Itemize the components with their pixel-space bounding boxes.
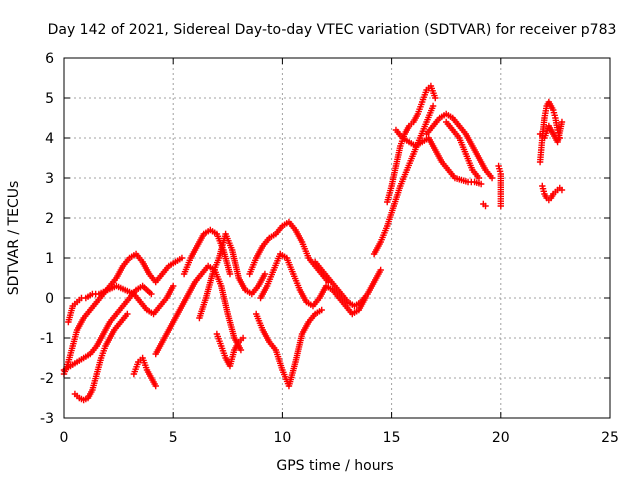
data-point [482, 202, 489, 210]
data-point [124, 310, 131, 318]
x-tick-label: 20 [492, 430, 510, 446]
data-point [558, 186, 566, 194]
data-point [429, 102, 437, 110]
data-point [318, 306, 325, 314]
x-tick-label: 25 [601, 430, 619, 446]
series-sat-track-22 [536, 118, 566, 146]
axis-ticks: 0 5 10 15 20 25 -3 -2 -1 0 1 2 3 4 5 6 [40, 51, 619, 446]
data-point [377, 266, 384, 274]
chart-title: Day 142 of 2021, Sidereal Day-to-day VTE… [48, 22, 617, 38]
series-sat-track-4 [71, 310, 131, 404]
data-point [558, 118, 566, 126]
x-axis-label: GPS time / hours [276, 458, 393, 474]
series-sat-track-14 [370, 102, 437, 258]
data-point [148, 290, 155, 298]
x-tick-label: 5 [169, 430, 178, 446]
data-point [170, 282, 177, 290]
series-sat-track-13 [311, 258, 384, 310]
data-points [60, 82, 566, 404]
series-sat-track-18 [443, 118, 483, 182]
series-sat-track-11 [252, 306, 325, 390]
plot-frame [63, 57, 611, 419]
y-tick-label: 3 [45, 171, 54, 187]
series-sat-track-15 [384, 82, 439, 206]
y-axis-label: SDTVAR / TECUs [6, 181, 22, 296]
y-tick-label: -2 [40, 371, 54, 387]
grid [64, 58, 610, 418]
series-sat-track-12 [257, 250, 369, 318]
data-point [239, 334, 247, 342]
x-tick-label: 0 [60, 430, 69, 446]
y-tick-label: 0 [45, 291, 54, 307]
y-tick-label: 2 [45, 211, 54, 227]
y-tick-label: -1 [40, 331, 54, 347]
data-point [475, 174, 483, 182]
series-sat-track-23 [539, 182, 566, 204]
y-tick-label: 5 [45, 91, 54, 107]
data-point [178, 254, 186, 262]
series-sat-track-5 [130, 354, 159, 390]
y-tick-label: 4 [45, 131, 54, 147]
data-point [488, 174, 496, 182]
series-sat-track-20 [495, 162, 504, 210]
x-tick-label: 10 [273, 430, 291, 446]
data-point [497, 202, 504, 210]
series-sat-track-9 [213, 330, 247, 370]
data-point [237, 346, 245, 354]
series-sat-track-10 [246, 218, 332, 286]
series-sat-track-19 [480, 200, 489, 210]
y-tick-label: 1 [45, 251, 54, 267]
series-sat-track-8 [196, 230, 269, 322]
series-sat-track-16 [392, 126, 485, 188]
data-point [477, 180, 485, 188]
data-point [152, 382, 159, 390]
data-point [226, 270, 234, 278]
x-tick-label: 15 [383, 430, 401, 446]
y-tick-label: -3 [40, 411, 54, 427]
y-tick-label: 6 [45, 51, 54, 67]
data-point [261, 270, 269, 278]
data-point [432, 94, 439, 102]
series-sat-track-17 [423, 110, 496, 182]
